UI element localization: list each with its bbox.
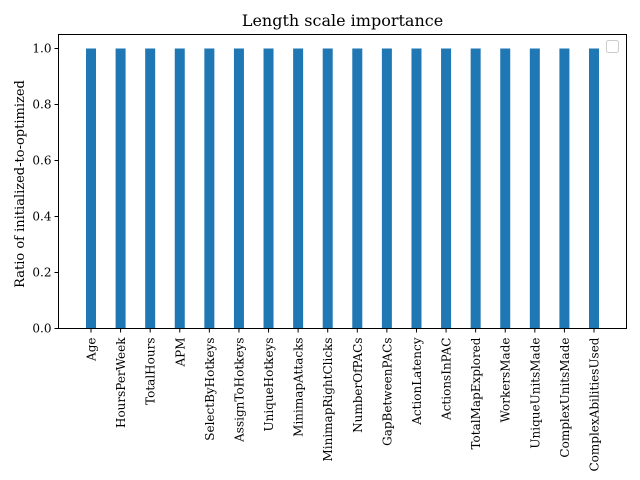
bar-MinimapAttacks — [293, 48, 304, 329]
x-ticks-group: Age HoursPerWeek TotalHours APM SelectByHotk… — [85, 328, 602, 472]
legend-box — [606, 40, 619, 53]
x-tick-label: ActionsInPAC — [440, 338, 454, 421]
x-tick-label: Age — [85, 338, 99, 362]
bar-APM — [174, 48, 185, 329]
bar-ComplexUnitsMade — [559, 48, 570, 329]
x-tick-label: WorkersMade — [499, 338, 513, 423]
bar-TotalMapExplored — [470, 48, 481, 329]
bar-WorkersMade — [500, 48, 511, 329]
x-tick-label: TotalMapExplored — [469, 337, 483, 449]
bar-ActionLatency — [411, 48, 422, 329]
x-tick-label: ComplexAbilitiesUsed — [588, 337, 602, 471]
x-tick-label: APM — [173, 338, 187, 368]
y-tick-label: 0.2 — [32, 266, 51, 280]
x-tick-label: NumberOfPACs — [351, 338, 365, 433]
x-tick-label: GapBetweenPACs — [380, 338, 394, 446]
x-tick-label: MinimapAttacks — [292, 338, 306, 437]
x-tick-label: HoursPerWeek — [114, 337, 128, 428]
y-tick-label: 0.6 — [32, 154, 51, 168]
x-tick-label: AssignToHotkeys — [232, 338, 246, 443]
y-ticks-group: 0.0 0.2 0.4 0.6 0.8 1.0 — [32, 42, 59, 336]
plot-frame — [58, 34, 627, 329]
bar-Age — [86, 48, 96, 329]
x-tick-label: ActionLatency — [410, 337, 424, 425]
y-tick-label: 0.4 — [32, 210, 51, 224]
bars-group — [86, 48, 599, 329]
bar-MinimapRightClicks — [322, 48, 333, 329]
bar-UniqueHotkeys — [263, 48, 274, 329]
bar-GapBetweenPACs — [381, 48, 392, 329]
x-tick-label: SelectByHotkeys — [203, 338, 217, 441]
bar-NumberOfPACs — [352, 48, 363, 329]
bar-HoursPerWeek — [115, 48, 126, 329]
y-tick-label: 0.0 — [32, 322, 51, 336]
y-tick-label: 1.0 — [32, 42, 51, 56]
chart-title: Length scale importance — [242, 11, 443, 30]
bar-ComplexAbilitiesUsed — [589, 48, 599, 329]
x-tick-label: ComplexUnitsMade — [558, 338, 572, 458]
x-tick-label: TotalHours — [144, 338, 158, 405]
bar-UniqueUnitsMade — [529, 48, 540, 329]
bar-SelectByHotkeys — [204, 48, 215, 329]
x-tick-label: UniqueHotkeys — [262, 338, 276, 432]
y-tick-label: 0.8 — [32, 98, 51, 112]
x-tick-label: MinimapRightClicks — [321, 338, 335, 462]
bar-ActionsInPAC — [441, 48, 452, 329]
bar-TotalHours — [145, 48, 156, 329]
y-axis-label: Ratio of initialized-to-optimized — [13, 80, 28, 288]
bar-AssignToHotkeys — [233, 48, 244, 329]
x-tick-label: UniqueUnitsMade — [528, 338, 542, 449]
